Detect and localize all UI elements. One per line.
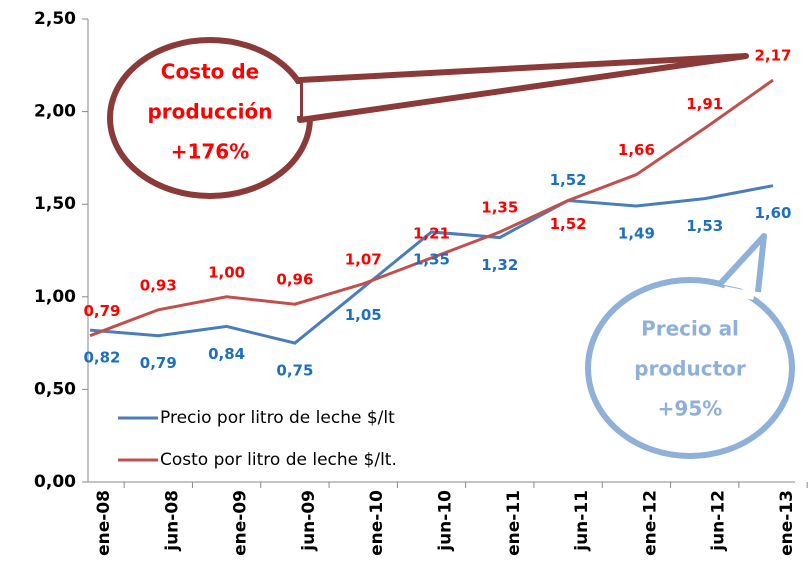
x-tick-label: jun-11 — [572, 490, 592, 552]
y-tick-label: 1,50 — [34, 194, 76, 214]
data-label: 1,60 — [754, 204, 791, 222]
legend-label: Costo por litro de leche $/lt. — [160, 450, 397, 470]
y-tick-label: 2,00 — [34, 102, 76, 122]
series-line — [89, 78, 774, 338]
data-label: 0,93 — [140, 276, 177, 294]
y-tick-label: 2,50 — [34, 9, 76, 29]
data-label: 0,79 — [140, 354, 177, 372]
x-tick-label: jun-09 — [299, 490, 319, 552]
data-label: 1,53 — [686, 217, 723, 235]
data-label: 0,96 — [276, 271, 313, 289]
x-tick-label: ene-10 — [367, 490, 387, 556]
data-label: 0,84 — [208, 345, 245, 363]
annotation: +95% — [658, 397, 723, 421]
annotation: +176% — [171, 140, 250, 164]
y-tick-label: 0,00 — [34, 472, 76, 492]
x-tick-label: ene-09 — [231, 490, 251, 556]
cost-callout — [107, 37, 749, 199]
data-label: 1,05 — [345, 306, 382, 324]
data-label: 1,35 — [413, 250, 450, 268]
annotation: producción — [147, 100, 272, 124]
data-label: 1,32 — [481, 256, 518, 274]
data-label: 0,79 — [83, 302, 120, 320]
data-label: 1,52 — [550, 215, 587, 233]
data-label: 1,91 — [686, 95, 723, 113]
data-label: 1,07 — [345, 250, 382, 268]
data-label: 1,21 — [413, 224, 450, 242]
series-line — [89, 184, 774, 345]
data-label: 1,66 — [618, 141, 655, 159]
x-tick-label: ene-08 — [94, 490, 114, 556]
data-label: 0,82 — [83, 349, 120, 367]
x-tick-label: jun-10 — [436, 490, 456, 552]
annotation: productor — [634, 357, 746, 381]
data-label: 2,17 — [754, 47, 791, 65]
data-label: 1,49 — [618, 225, 655, 243]
x-tick-label: jun-12 — [709, 490, 729, 552]
data-label: 0,75 — [276, 362, 313, 380]
legend-label: Precio por litro de leche $/lt — [160, 408, 395, 428]
annotation: Precio al — [641, 317, 739, 341]
x-tick-label: ene-12 — [640, 490, 660, 556]
data-label: 1,00 — [208, 263, 245, 281]
x-tick-label: ene-11 — [504, 490, 524, 556]
x-tick-label: jun-08 — [162, 490, 182, 552]
x-tick-label: ene-13 — [777, 490, 797, 556]
y-tick-label: 0,50 — [34, 379, 76, 399]
y-tick-label: 1,00 — [34, 287, 76, 307]
annotation: Costo de — [161, 60, 259, 84]
price-callout — [585, 233, 795, 459]
data-label: 1,35 — [481, 198, 518, 216]
data-label: 1,52 — [550, 171, 587, 189]
